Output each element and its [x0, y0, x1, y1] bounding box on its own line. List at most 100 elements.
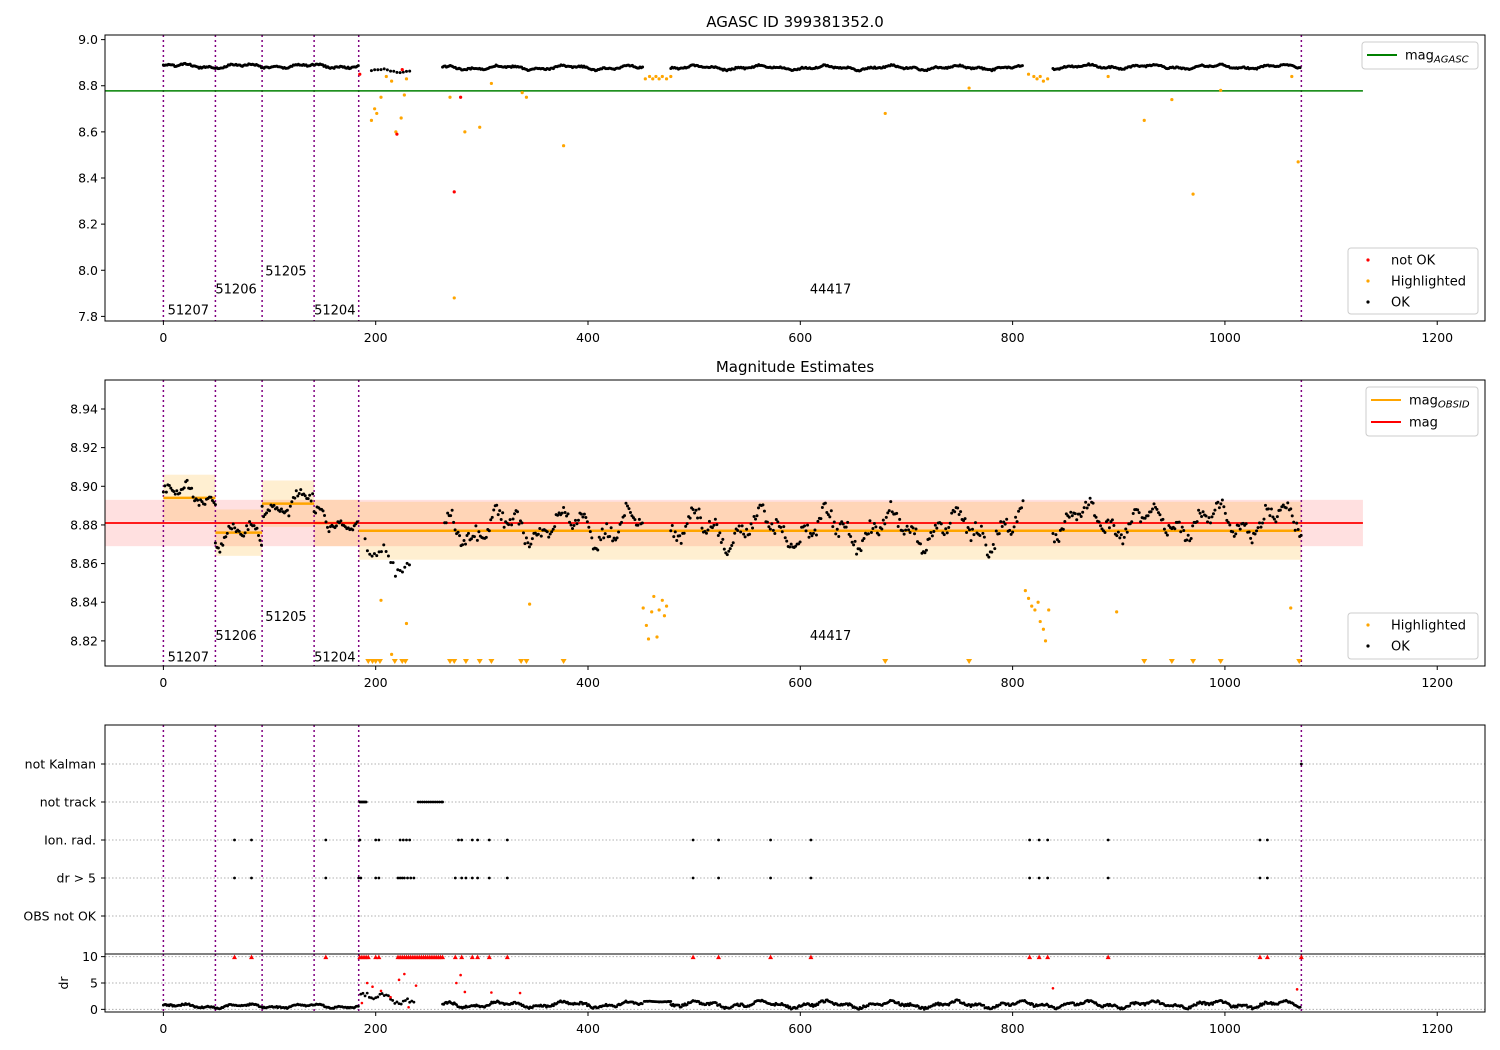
highlighted-point [660, 74, 664, 79]
flag-point [717, 876, 720, 880]
ok-point [569, 523, 573, 527]
ok-point [1213, 508, 1217, 512]
ok-point [296, 494, 300, 498]
x-tick-label: 600 [788, 675, 812, 690]
ok-point [538, 526, 542, 530]
ok-point [602, 536, 606, 540]
dr-point [816, 1003, 820, 1007]
ok-point [386, 554, 390, 558]
ok-point [279, 507, 283, 511]
dr-point [1186, 1007, 1190, 1011]
dr-point [365, 991, 369, 995]
chart-title: AGASC ID 399381352.0 [706, 13, 884, 31]
ok-point [846, 520, 850, 524]
ok-point [1136, 508, 1140, 512]
dr-point [391, 999, 395, 1002]
ok-point [1070, 514, 1074, 518]
ok-point [225, 531, 229, 535]
ok-point [1180, 525, 1184, 529]
ok-point [939, 522, 943, 526]
ok-point [584, 515, 588, 519]
ok-point [970, 527, 974, 531]
ok-point [1292, 520, 1296, 524]
ok-point [1079, 515, 1083, 519]
dr-point [404, 999, 407, 1002]
ok-point [862, 536, 866, 540]
ok-point [444, 521, 448, 525]
ok-point [339, 519, 343, 523]
ok-point [521, 531, 525, 535]
ok-point [798, 540, 802, 544]
highlighted-point [448, 95, 452, 99]
dr-flagged-point [455, 981, 458, 985]
ok-point [877, 533, 881, 537]
ok-point [603, 532, 607, 536]
ok-point [1290, 514, 1294, 518]
ok-point [508, 518, 512, 522]
highlighted-point [651, 77, 655, 81]
ok-point [1210, 515, 1214, 519]
ok-point [942, 533, 946, 537]
ok-point [783, 536, 787, 540]
ok-point [859, 549, 863, 553]
ok-point [163, 484, 167, 488]
ok-point [997, 532, 1001, 536]
ok-point [1256, 526, 1260, 530]
ok-point [731, 541, 735, 545]
ok-point [363, 537, 367, 541]
dr-clipped-marker [248, 954, 254, 960]
ok-point [1195, 520, 1199, 524]
plot-frame [104, 34, 1486, 322]
ok-point [530, 537, 534, 541]
ok-point [355, 520, 359, 524]
dr-point [401, 999, 405, 1003]
legend-label: mag [1409, 416, 1438, 431]
ok-point [850, 540, 854, 544]
legend-dot-swatch [1366, 258, 1370, 262]
highlighted-point [1035, 77, 1039, 81]
dr-point [361, 991, 365, 995]
highlighted-point [561, 144, 566, 148]
x-tick-label: 400 [576, 675, 600, 690]
ok-point [1298, 66, 1302, 70]
ok-point [779, 525, 783, 529]
ok-point [838, 522, 842, 526]
ok-point [1293, 528, 1297, 532]
ok-point [231, 522, 235, 526]
ok-point [275, 506, 279, 510]
ok-point [1191, 524, 1195, 528]
ok-point [285, 508, 289, 512]
ok-point [693, 511, 697, 515]
ok-point [1130, 520, 1134, 524]
flag-point [377, 876, 381, 880]
ok-point [370, 554, 374, 558]
ok-point [172, 489, 176, 493]
ok-point [585, 520, 589, 524]
ok-point [571, 526, 575, 530]
flag-point [409, 876, 413, 880]
highlighted-point [1170, 97, 1174, 102]
dr-flagged-point [459, 973, 462, 977]
highlighted-point [1289, 606, 1293, 610]
obsid-label: 51204 [314, 650, 355, 665]
ok-point [933, 523, 937, 527]
ok-point [566, 512, 570, 516]
ok-point [1014, 515, 1018, 519]
ok-point [1274, 520, 1278, 524]
ok-point [770, 522, 774, 526]
ok-point [369, 69, 373, 73]
highlighted-below-axis-marker [1141, 659, 1148, 664]
ok-point [1131, 512, 1135, 516]
ok-point [1211, 512, 1215, 516]
ok-point [710, 526, 714, 530]
highlighted-below-axis-marker [402, 659, 409, 664]
flag-point [457, 838, 460, 842]
ok-point [265, 511, 269, 515]
flag-point [505, 876, 509, 880]
ok-point [449, 514, 453, 518]
ok-point [849, 534, 853, 538]
ok-point [609, 526, 613, 530]
ok-point [991, 543, 995, 547]
dr-flagged-point [463, 990, 467, 994]
ok-point [517, 522, 521, 526]
